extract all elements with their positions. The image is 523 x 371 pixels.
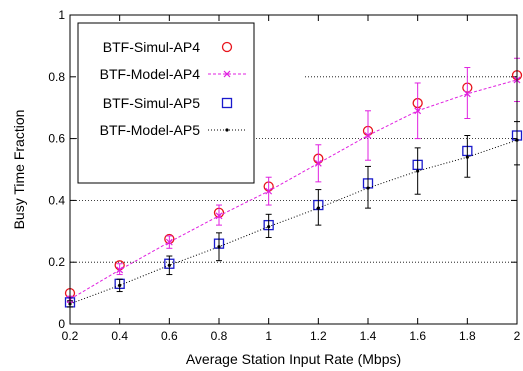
data-point <box>414 107 422 115</box>
x-tick-label: 2 <box>514 329 521 343</box>
grid-lines <box>70 76 517 263</box>
tick-labels: 00.20.40.60.810.2 0.4 0.6 0.8 1 1.2 1.4 1.6 1.8 2 <box>48 8 520 343</box>
legend-marker <box>225 128 229 132</box>
y-tick-label: 0.4 <box>48 193 65 207</box>
data-point <box>364 132 372 139</box>
legend-item: BTF-Model-AP4 <box>100 66 246 82</box>
data-point <box>416 169 420 173</box>
legend-label: BTF-Simul-AP5 <box>103 95 200 111</box>
data-point <box>217 245 221 249</box>
series-line <box>69 79 518 300</box>
legend-item: BTF-Simul-AP4 <box>103 39 233 55</box>
y-tick-label: 0.2 <box>48 255 65 269</box>
data-point <box>463 90 471 98</box>
data-point <box>165 238 173 246</box>
data-point <box>267 225 271 229</box>
x-axis-label: Average Station Input Rate (Mbps) <box>186 351 401 367</box>
data-point <box>316 206 320 210</box>
legend-box <box>77 22 255 184</box>
x-tick-label: 1.2 <box>310 329 327 343</box>
data-point <box>167 263 171 267</box>
legend-marker <box>221 97 233 109</box>
x-tick-label: 0.2 <box>62 329 79 343</box>
y-tick-label: 0 <box>58 317 65 331</box>
legend-item: BTF-Simul-AP5 <box>103 95 233 111</box>
legend: BTF-Simul-AP4 BTF-Model-AP4 BTF-Simul-AP5 B… <box>77 22 255 184</box>
data-point <box>215 212 223 220</box>
legend-label: BTF-Simul-AP4 <box>103 39 200 55</box>
y-tick-label: 0.8 <box>48 70 65 84</box>
y-tick-label: 0.6 <box>48 132 65 146</box>
data-point <box>314 159 322 167</box>
legend-item: BTF-Model-AP5 <box>100 122 246 138</box>
legend-label: BTF-Model-AP5 <box>100 122 201 138</box>
x-tick-label: 1.4 <box>360 329 377 343</box>
data-point <box>366 186 370 190</box>
x-tick-label: 1.6 <box>409 329 426 343</box>
x-tick-label: 0.4 <box>111 329 128 343</box>
x-tick-label: 0.6 <box>161 329 178 343</box>
y-axis-label: Busy Time Fraction <box>11 110 27 230</box>
plot-frame <box>69 14 518 325</box>
x-tick-label: 0.8 <box>211 329 228 343</box>
legend-label: BTF-Model-AP4 <box>100 66 201 82</box>
data-point <box>118 283 122 287</box>
x-tick-label: 1.8 <box>459 329 476 343</box>
data-point <box>116 266 124 274</box>
legend-marker <box>221 41 233 53</box>
legend-marker <box>223 70 231 78</box>
data-point <box>465 155 469 159</box>
data-point <box>265 187 273 195</box>
x-tick-label: 1 <box>265 329 272 343</box>
y-tick-label: 1 <box>58 8 65 22</box>
